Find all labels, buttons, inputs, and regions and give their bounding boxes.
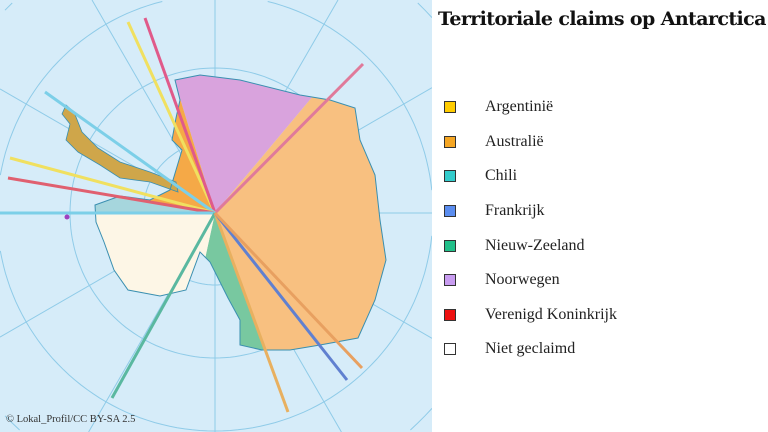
legend-swatch [444,170,456,183]
legend-item: Australië [444,125,617,160]
legend-label: Australië [485,132,544,150]
legend-swatch [444,308,456,321]
antarctica-map [0,0,432,432]
legend-label: Frankrijk [485,202,545,220]
legend-label: Chili [485,167,518,185]
claim-australia-2 [215,213,350,350]
latitude-circle [4,415,20,431]
latitude-circle [267,1,432,191]
legend-swatch [444,239,456,252]
latitude-circle [4,2,13,11]
island-marker [64,214,70,220]
map-title: Territoriale claims op Antarctica [438,8,766,30]
legend-item: Frankrijk [444,194,617,229]
legend-item: Argentinië [444,90,617,125]
legend-label: Noorwegen [485,271,560,289]
legend-swatch [444,135,456,148]
legend-label: Argentinië [485,98,554,116]
latitude-circle [410,408,432,431]
legend-item: Nieuw-Zeeland [444,228,617,263]
legend-swatch [444,101,456,114]
legend-item: Verenigd Koninkrijk [444,298,617,333]
latitude-circle [0,235,432,432]
legend-item: Niet geclaimd [444,332,617,367]
legend-swatch [444,343,456,356]
legend-label: Nieuw-Zeeland [485,236,585,254]
legend-item: Chili [444,159,617,194]
credit: © Lokal_Profil/CC BY-SA 2.5 [6,414,136,425]
legend-swatch [444,205,456,218]
legend-swatch [444,274,456,287]
latitude-circle [417,2,432,18]
legend-label: Niet geclaimd [485,340,576,358]
latitude-circle [0,1,163,176]
legend-label: Verenigd Koninkrijk [485,305,617,323]
claim-norway [150,75,360,213]
claim-boundary-lines [0,17,365,413]
legend-item: Noorwegen [444,263,617,298]
legend: Argentinië Australië Chili Frankrijk Nieuw-Z… [444,90,617,367]
